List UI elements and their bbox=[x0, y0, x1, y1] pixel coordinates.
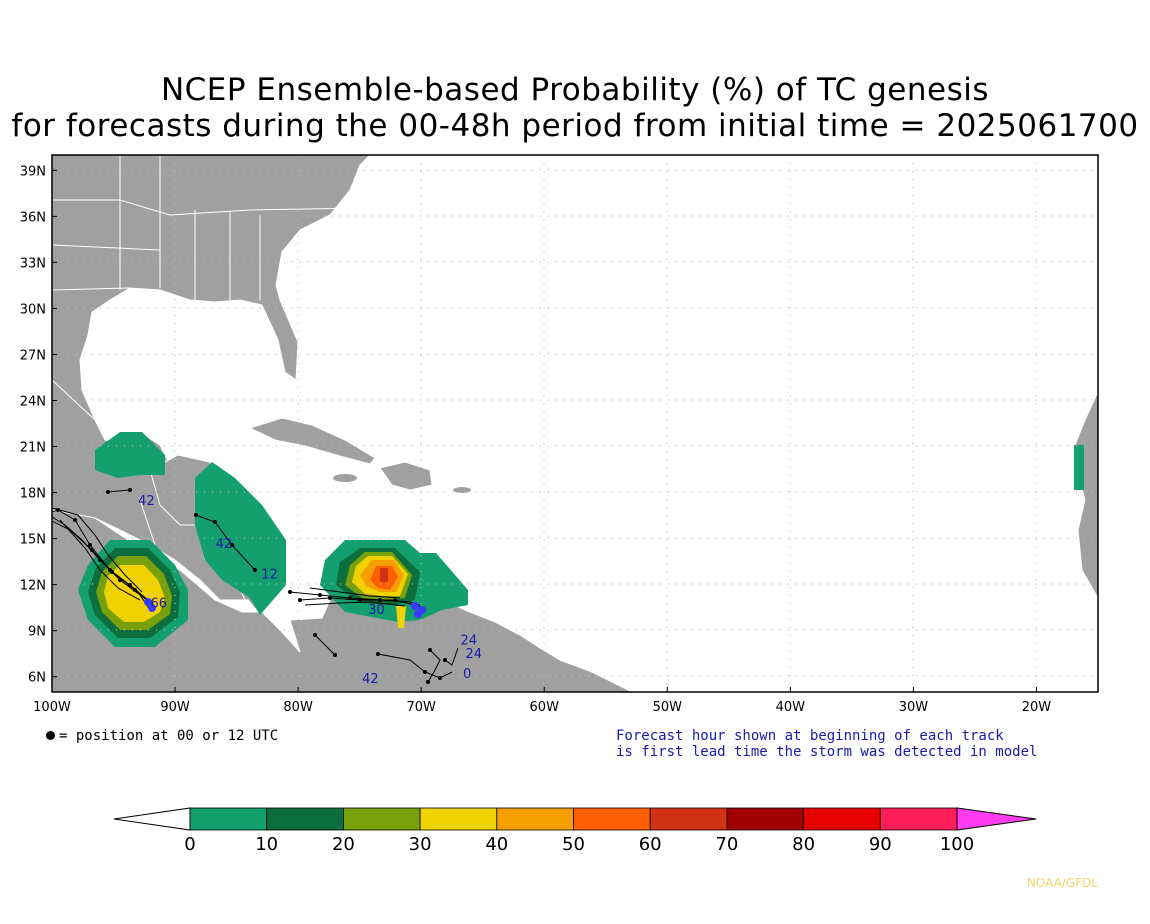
colorbar-high-arrow bbox=[956, 807, 1037, 831]
colorbar-label: 100 bbox=[940, 834, 974, 855]
axis-labels: 39N 36N 33N 30N 27N 24N 21N 18N 15N 12N 9N 6N 100W 90… bbox=[20, 164, 1052, 715]
colorbar-segment bbox=[573, 807, 651, 831]
colorbar-label: 30 bbox=[409, 834, 432, 855]
lon-label: 50W bbox=[653, 700, 683, 715]
track-position-dots bbox=[56, 488, 447, 684]
colorbar-label: 10 bbox=[255, 834, 278, 855]
jamaica-land bbox=[333, 474, 357, 482]
colorbar-segment bbox=[879, 807, 958, 831]
lat-label: 24N bbox=[20, 394, 46, 409]
colorbar-label: 80 bbox=[792, 834, 815, 855]
track-start-hour-label: 24 bbox=[461, 633, 478, 648]
lon-label: 20W bbox=[1022, 700, 1052, 715]
track-start-hour-label: 0 bbox=[463, 667, 471, 682]
political-boundaries bbox=[52, 155, 366, 601]
colorbar-segment bbox=[649, 807, 728, 831]
lon-label: 30W bbox=[899, 700, 929, 715]
cuba-land bbox=[248, 417, 376, 465]
north-america-land bbox=[52, 155, 371, 613]
legend-dot-text: = position at 00 or 12 UTC bbox=[59, 728, 279, 744]
colorbar-label: 20 bbox=[332, 834, 355, 855]
colorbar: 0 10 20 30 40 50 60 70 80 90 100 bbox=[113, 807, 1037, 855]
track-start-hour-label: 12 bbox=[261, 567, 278, 582]
position-dot-icon bbox=[46, 731, 55, 740]
lat-label: 30N bbox=[20, 302, 46, 317]
hispaniola-land bbox=[379, 461, 433, 491]
axis-ticks bbox=[51, 169, 1037, 692]
legend-dot-row: = position at 00 or 12 UTC bbox=[46, 728, 278, 744]
lat-label: 18N bbox=[20, 487, 46, 502]
lon-label: 60W bbox=[530, 700, 560, 715]
legend-note-line-1: Forecast hour shown at beginning of each… bbox=[616, 728, 1004, 744]
colorbar-label: 50 bbox=[562, 834, 585, 855]
lat-label: 15N bbox=[20, 533, 46, 548]
colorbar-label: 40 bbox=[485, 834, 508, 855]
track-start-hour-label: 42 bbox=[138, 494, 155, 509]
colorbar-label: 0 bbox=[184, 834, 195, 855]
lat-label: 21N bbox=[20, 441, 46, 456]
colorbar-segment bbox=[342, 807, 421, 831]
track-start-hour-label: 30 bbox=[368, 603, 385, 618]
colorbar-segment bbox=[803, 807, 881, 831]
track-start-hour-label: 66 bbox=[150, 597, 167, 612]
colorbar-label: 90 bbox=[869, 834, 892, 855]
legend-note-line-2: is first lead time the storm was detecte… bbox=[616, 744, 1038, 760]
lon-label: 70W bbox=[406, 700, 436, 715]
lat-label: 12N bbox=[20, 579, 46, 594]
chart-title-line-1: NCEP Ensemble-based Probability (%) of T… bbox=[160, 72, 990, 108]
track-start-hour-label: 42 bbox=[216, 537, 233, 552]
track-start-hour-label: 24 bbox=[465, 647, 482, 662]
colorbar-label: 70 bbox=[715, 834, 738, 855]
lon-label: 90W bbox=[160, 700, 190, 715]
lat-label: 39N bbox=[20, 164, 46, 179]
credit-text: NOAA/GFDL bbox=[1026, 876, 1098, 890]
colorbar-segment bbox=[266, 807, 344, 831]
lat-label: 36N bbox=[20, 210, 46, 225]
puerto-rico-land bbox=[453, 487, 471, 493]
plot-frame bbox=[51, 154, 1099, 693]
lat-label: 6N bbox=[28, 671, 46, 686]
lat-label: 9N bbox=[28, 625, 46, 640]
africa-land bbox=[1074, 391, 1098, 600]
chart-title-line-2: for forecasts during the 00-48h period f… bbox=[11, 108, 1139, 144]
colorbar-segment bbox=[726, 807, 805, 831]
colorbar-segment bbox=[189, 807, 268, 831]
track-start-markers bbox=[144, 598, 426, 618]
colorbar-label: 60 bbox=[639, 834, 662, 855]
lon-label: 40W bbox=[776, 700, 806, 715]
track-start-hour-label: 42 bbox=[362, 672, 379, 687]
colorbar-low-arrow bbox=[113, 807, 191, 831]
lon-label: 80W bbox=[283, 700, 313, 715]
lat-label: 27N bbox=[20, 348, 46, 363]
colorbar-segment bbox=[496, 807, 574, 831]
lon-label: 100W bbox=[33, 700, 71, 715]
lat-label: 33N bbox=[20, 256, 46, 271]
colorbar-segment bbox=[419, 807, 498, 831]
